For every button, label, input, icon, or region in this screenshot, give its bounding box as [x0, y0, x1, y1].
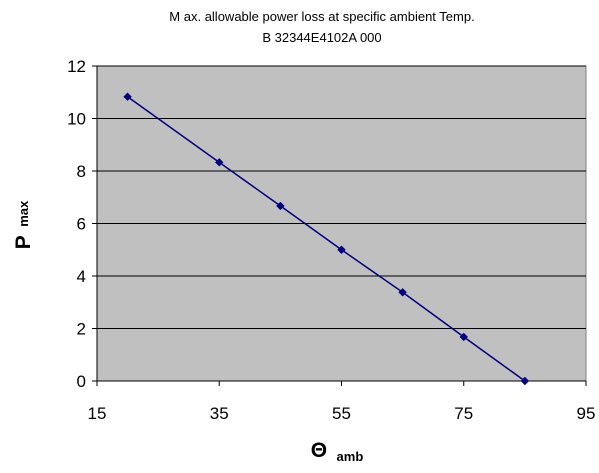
- x-tick-label-95: 95: [577, 404, 596, 423]
- data-point-2: [276, 201, 285, 211]
- x-axis-label-main: Θ: [311, 439, 327, 462]
- data-point-0: [123, 92, 132, 101]
- data-point-1: [215, 158, 224, 167]
- data-series: [123, 92, 530, 386]
- chart-title: M ax. allowable power loss at specific a…: [169, 9, 474, 24]
- x-axis-label: Θ amb: [311, 439, 364, 464]
- data-point-3: [337, 245, 346, 254]
- y-axis-label-main: P: [12, 235, 35, 249]
- chart-subtitle: B 32344E4102A 000: [262, 30, 381, 45]
- data-point-4: [398, 288, 407, 297]
- x-tick-label-75: 75: [454, 404, 473, 423]
- y-tick-label-2: 2: [77, 320, 86, 339]
- data-point-6: [520, 376, 530, 386]
- y-tick-label-10: 10: [67, 110, 86, 129]
- y-tick-label-6: 6: [77, 215, 86, 234]
- x-tick-label-15: 15: [88, 404, 107, 423]
- gridlines: [97, 65, 586, 329]
- y-axis-label-sub: max: [16, 200, 31, 227]
- x-tick-labels: 15 35 55 75 95: [88, 381, 596, 423]
- svg-text:P max: P max: [12, 200, 35, 249]
- y-tick-label-0: 0: [77, 372, 86, 391]
- x-tick-label-55: 55: [332, 404, 351, 423]
- data-point-5: [459, 332, 468, 342]
- x-axis-label-sub: amb: [337, 449, 364, 464]
- y-tick-labels: 0 2 4 6 8 10 12: [67, 57, 97, 391]
- y-tick-label-12: 12: [67, 57, 86, 76]
- y-axis-label: P max: [12, 200, 35, 249]
- y-tick-label-4: 4: [77, 267, 86, 286]
- y-tick-label-8: 8: [77, 162, 86, 181]
- x-tick-label-35: 35: [210, 404, 229, 423]
